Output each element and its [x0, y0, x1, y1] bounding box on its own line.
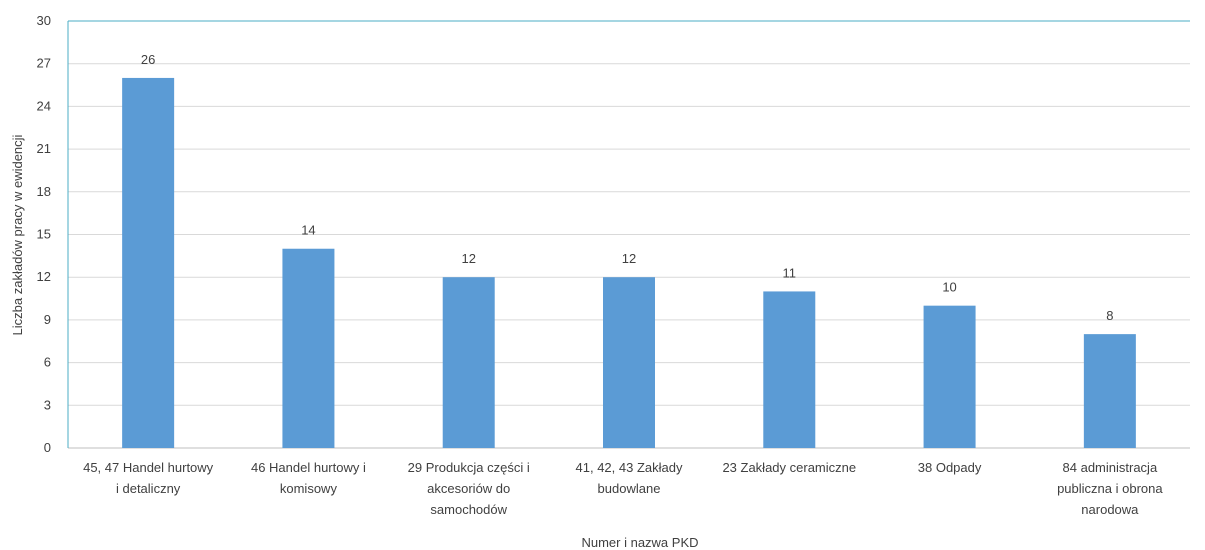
bar	[442, 277, 495, 448]
x-category-label: 46 Handel hurtowy i komisowy	[251, 460, 366, 496]
bar	[603, 277, 655, 448]
y-tick-label: 15	[37, 227, 51, 242]
y-tick-label: 9	[44, 312, 51, 327]
data-label: 14	[301, 223, 315, 238]
data-label: 12	[461, 251, 475, 266]
x-category-label: 23 Zakłady ceramiczne	[722, 460, 856, 475]
data-label: 12	[622, 251, 636, 266]
data-label: 8	[1106, 308, 1113, 323]
y-tick-label: 21	[37, 141, 51, 156]
y-tick-label: 6	[44, 355, 51, 370]
x-axis-categories: 45, 47 Handel hurtowy i detaliczny 46 Hand…	[83, 460, 1163, 517]
bars	[122, 77, 1136, 448]
bar	[282, 248, 335, 448]
bar	[122, 77, 175, 448]
x-category-label: 41, 42, 43 Zakłady budowlane	[576, 460, 683, 496]
data-label: 10	[942, 280, 956, 295]
y-tick-label: 12	[37, 269, 51, 284]
x-category-label: 38 Odpady	[918, 460, 982, 475]
y-axis-ticks: 0 3 6 9 12 15 18 21 24 27 30	[37, 13, 51, 455]
x-axis-title: Numer i nazwa PKD	[581, 535, 698, 550]
y-tick-label: 0	[44, 440, 51, 455]
x-category-label: 29 Produkcja części i akcesoriów do samoch…	[408, 460, 530, 517]
y-tick-label: 30	[37, 13, 51, 28]
x-category-label: 84 administracja publiczna i obrona narodo…	[1057, 460, 1163, 517]
x-category-label: 45, 47 Handel hurtowy i detaliczny	[83, 460, 214, 496]
data-label: 26	[141, 52, 155, 67]
y-tick-label: 18	[37, 184, 51, 199]
bar	[763, 291, 816, 448]
bar	[923, 305, 976, 448]
bar	[1083, 334, 1136, 448]
data-labels: 26 14 12 12 11 10 8	[141, 52, 1114, 323]
y-tick-label: 24	[37, 98, 51, 113]
y-axis-title: Liczba zakładów pracy w ewidencji	[10, 134, 25, 335]
y-tick-label: 27	[37, 56, 51, 71]
y-tick-label: 3	[44, 397, 51, 412]
data-label: 11	[783, 265, 797, 280]
